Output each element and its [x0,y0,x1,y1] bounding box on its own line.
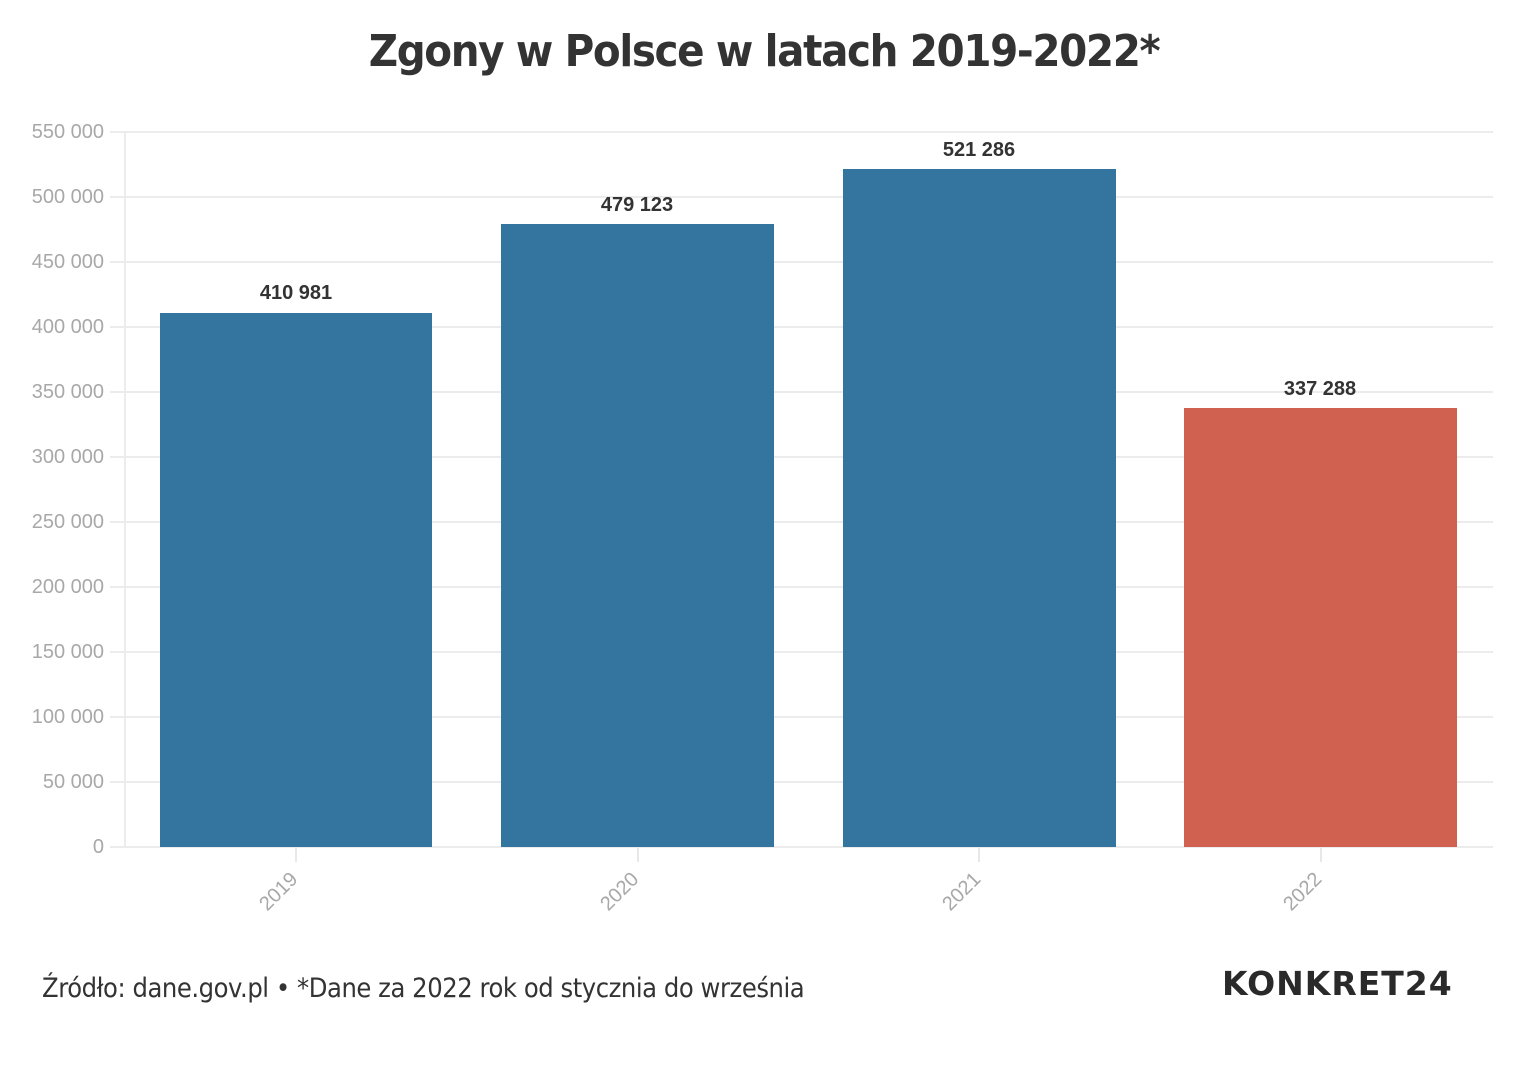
y-tick-label: 550 000 [31,121,104,143]
y-tick-label: 150 000 [31,641,104,663]
bar-value-label-2020: 479 123 [600,194,674,216]
x-tick [1320,848,1322,862]
gridline [110,131,1493,133]
x-tick [295,848,297,862]
gridline [110,261,1493,263]
gridline [110,716,1493,718]
gridline [110,651,1493,653]
y-tick-label: 300 000 [31,446,104,468]
y-tick-label: 400 000 [31,316,104,338]
bar-2022[interactable] [1184,408,1457,847]
bar-2020[interactable] [501,224,774,847]
gridline [110,196,1493,198]
chart-title: Zgony w Polsce w latach 2019-2022* [368,26,1161,77]
y-axis-line [124,132,126,848]
gridline [110,521,1493,523]
y-tick-label: 0 [92,836,104,858]
x-tick [978,848,980,862]
x-tick-label-2019: 2019 [255,868,303,916]
bar-chart: 550 000 500 000 450 000 400 000 350 000 … [31,121,1493,916]
source-note: Źródło: dane.gov.pl • *Dane za 2022 rok … [42,973,805,1004]
gridline [110,781,1493,783]
x-tick-label-2020: 2020 [596,868,644,916]
bar-value-label-2019: 410 981 [259,282,333,304]
y-tick-label: 450 000 [31,251,104,273]
konkret24-logo: KONKRET24 [1222,964,1453,1003]
y-tick-label: 500 000 [31,186,104,208]
gridline [110,391,1493,393]
bar-2021[interactable] [843,169,1116,847]
y-tick-label: 350 000 [31,381,104,403]
x-tick [637,848,639,862]
x-tick-label-2022: 2022 [1279,868,1327,916]
gridline [110,456,1493,458]
y-tick-label: 100 000 [31,706,104,728]
bar-2019[interactable] [160,313,432,847]
y-tick-label: 200 000 [31,576,104,598]
bar-value-label-2022: 337 288 [1283,378,1357,400]
x-tick-label-2021: 2021 [938,868,986,916]
x-axis-baseline [110,846,1493,848]
y-tick-label: 250 000 [31,511,104,533]
gridline [110,326,1493,328]
bar-value-label-2021: 521 286 [942,139,1016,161]
y-tick-label: 50 000 [42,771,104,793]
gridline [110,586,1493,588]
